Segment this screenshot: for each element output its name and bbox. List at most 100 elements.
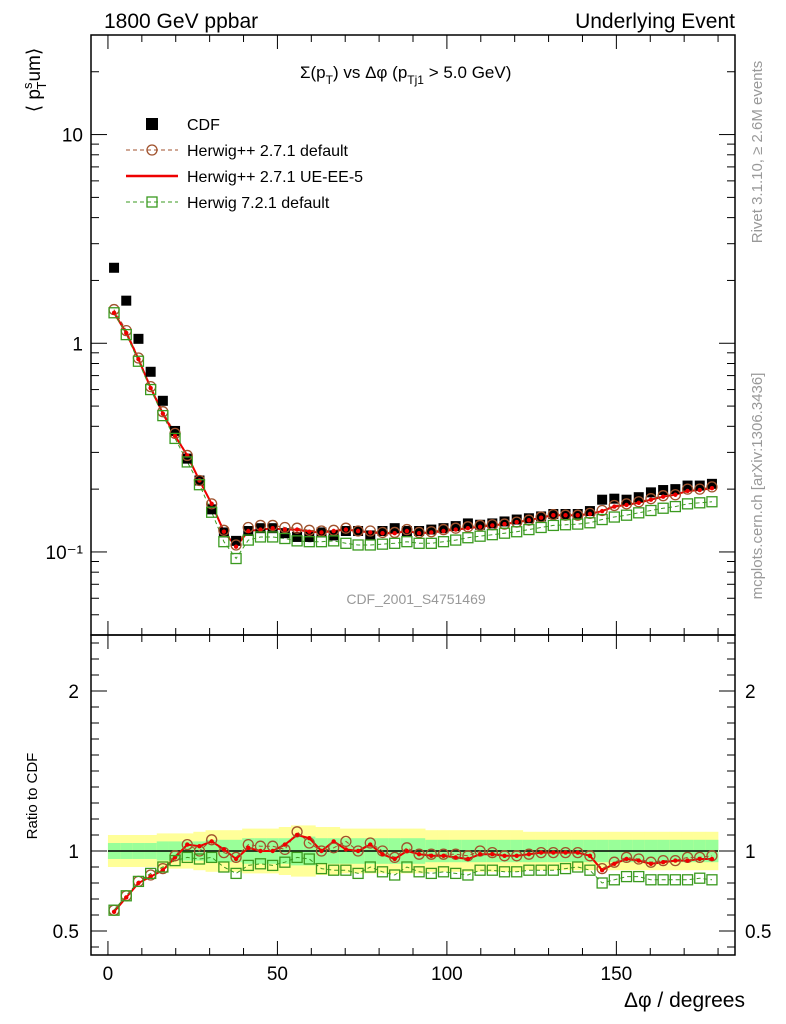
main-point-series-3 [254, 531, 267, 543]
main-point-series-1 [620, 498, 633, 510]
ratio-point-series-2 [694, 872, 706, 884]
ratio-point-series-1 [307, 836, 312, 841]
main-point-series-3 [145, 383, 157, 396]
main-point-series-2 [538, 515, 544, 520]
ratio-point-series-2 [181, 851, 193, 864]
main-point-series-1 [572, 509, 584, 521]
main-point-series-2 [502, 521, 507, 527]
ratio-point-series-0 [486, 846, 498, 859]
main-point-series-1 [681, 483, 694, 495]
main-point-series-3 [291, 535, 303, 547]
main-point-series-2 [197, 478, 202, 483]
ratio-point-series-1 [404, 848, 410, 854]
ratio-point-series-0 [498, 850, 511, 862]
ratio-point-series-2 [157, 861, 169, 873]
ratio-point-series-0 [596, 862, 608, 875]
main-point-series-2 [660, 494, 666, 499]
ratio-point-series-0 [206, 834, 218, 846]
main-point-series-1 [633, 496, 645, 508]
ratio-point-series-1 [673, 858, 678, 863]
main-point-series-3 [328, 535, 340, 547]
main-point-series-3 [474, 530, 486, 542]
ratio-point-series-1 [270, 848, 275, 854]
ratio-point-series-2 [669, 874, 681, 886]
main-point-series-1 [279, 521, 291, 534]
ratio-point-series-2 [230, 867, 242, 880]
ratio-point-series-0 [620, 851, 633, 864]
ratio-point-series-2 [376, 866, 389, 878]
ratio-point-series-0 [547, 846, 559, 859]
main-point-series-2 [465, 525, 471, 531]
ratio-point-series-0 [608, 856, 620, 868]
main-point-series-3 [498, 527, 511, 539]
main-point-series-2 [111, 310, 117, 315]
ratio-point-series-1 [355, 848, 361, 854]
ratio-point-series-1 [648, 861, 654, 866]
main-point-series-3 [572, 518, 584, 530]
main-point-series-2 [673, 492, 678, 497]
ratio-point-series-2 [120, 890, 132, 902]
ratio-point-series-2 [413, 866, 425, 878]
ratio-point-series-1 [258, 848, 263, 854]
main-point-series-3 [645, 504, 657, 517]
ratio-point-series-0 [230, 851, 242, 864]
ratio-frame [90, 634, 736, 956]
main-point-series-2 [331, 528, 336, 534]
ratio-point-series-2 [608, 874, 620, 886]
main-point-series-1 [462, 521, 474, 533]
main-point-series-0 [133, 333, 144, 344]
main-point-series-0 [645, 487, 656, 498]
ratio-point-series-0 [657, 854, 669, 867]
main-point-series-3 [279, 532, 291, 545]
main-point-series-2 [526, 517, 532, 523]
main-point-series-0 [584, 506, 595, 517]
ratio-point-series-2 [132, 875, 145, 888]
ratio-point-series-1 [185, 842, 190, 847]
ratio-point-series-2 [462, 869, 474, 881]
x-tick-label: 150 [601, 964, 633, 985]
ratio-point-series-1 [477, 852, 483, 857]
main-point-series-2 [221, 529, 227, 534]
main-point-series-3 [413, 537, 425, 549]
ratio-point-series-1 [392, 856, 397, 862]
main-point-series-0 [121, 295, 132, 306]
ratio-point-series-0 [645, 856, 657, 868]
ratio-point-series-1 [233, 856, 239, 862]
ratio-point-series-0 [364, 837, 376, 849]
ratio-y-tick-label: 2 [68, 682, 79, 703]
ratio-point-series-1 [453, 855, 458, 860]
main-point-series-1 [645, 493, 657, 505]
main-point-series-1 [389, 526, 401, 539]
main-point-series-3 [193, 479, 206, 491]
ratio-point-series-1 [709, 856, 715, 862]
main-point-series-3 [352, 539, 364, 551]
ratio-y-tick-label-right: 0.5 [745, 922, 771, 943]
main-point-series-3 [608, 511, 620, 523]
main-point-series-3 [450, 534, 462, 546]
ratio-point-series-1 [331, 839, 336, 844]
main-point-series-2 [709, 486, 715, 491]
ratio-point-series-2 [108, 904, 120, 916]
main-point-series-2 [490, 523, 495, 528]
main-point-series-2 [258, 527, 263, 532]
main-point-series-2 [624, 502, 629, 508]
main-point-series-2 [404, 528, 410, 534]
ratio-point-series-0 [633, 853, 645, 865]
main-point-series-3 [303, 536, 315, 548]
main-point-series-2 [270, 525, 275, 531]
ratio-point-series-1 [111, 909, 117, 914]
main-point-series-1 [364, 525, 376, 537]
ratio-point-series-2 [352, 867, 364, 880]
main-point-series-1 [437, 523, 450, 536]
legend: CDF Herwig++ 2.7.1 default Herwig++ 2.7.1 … [126, 117, 363, 212]
ratio-y-tick-label-right: 2 [745, 682, 756, 703]
main-point-series-3 [486, 529, 498, 541]
ratio-series-1-line [113, 833, 712, 913]
ratio-point-series-1 [551, 850, 556, 855]
ratio-point-series-1 [124, 895, 129, 900]
main-point-series-3 [657, 502, 669, 514]
ratio-point-series-1 [282, 842, 288, 847]
ratio-point-series-2 [303, 853, 315, 865]
ratio-point-series-2 [620, 870, 633, 883]
ratio-point-series-2 [535, 864, 547, 876]
